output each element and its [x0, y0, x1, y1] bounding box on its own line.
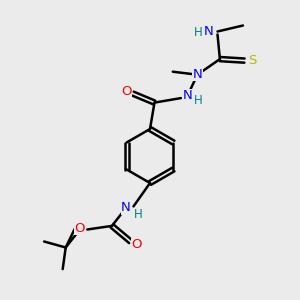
- Text: O: O: [75, 221, 85, 235]
- Text: O: O: [131, 238, 142, 251]
- Text: H: H: [194, 26, 202, 40]
- Text: N: N: [204, 25, 214, 38]
- Text: N: N: [121, 201, 131, 214]
- Text: N: N: [193, 68, 202, 81]
- Text: H: H: [194, 94, 203, 107]
- Text: H: H: [134, 208, 142, 221]
- Text: O: O: [121, 85, 132, 98]
- Text: S: S: [248, 54, 256, 67]
- Text: N: N: [183, 89, 192, 102]
